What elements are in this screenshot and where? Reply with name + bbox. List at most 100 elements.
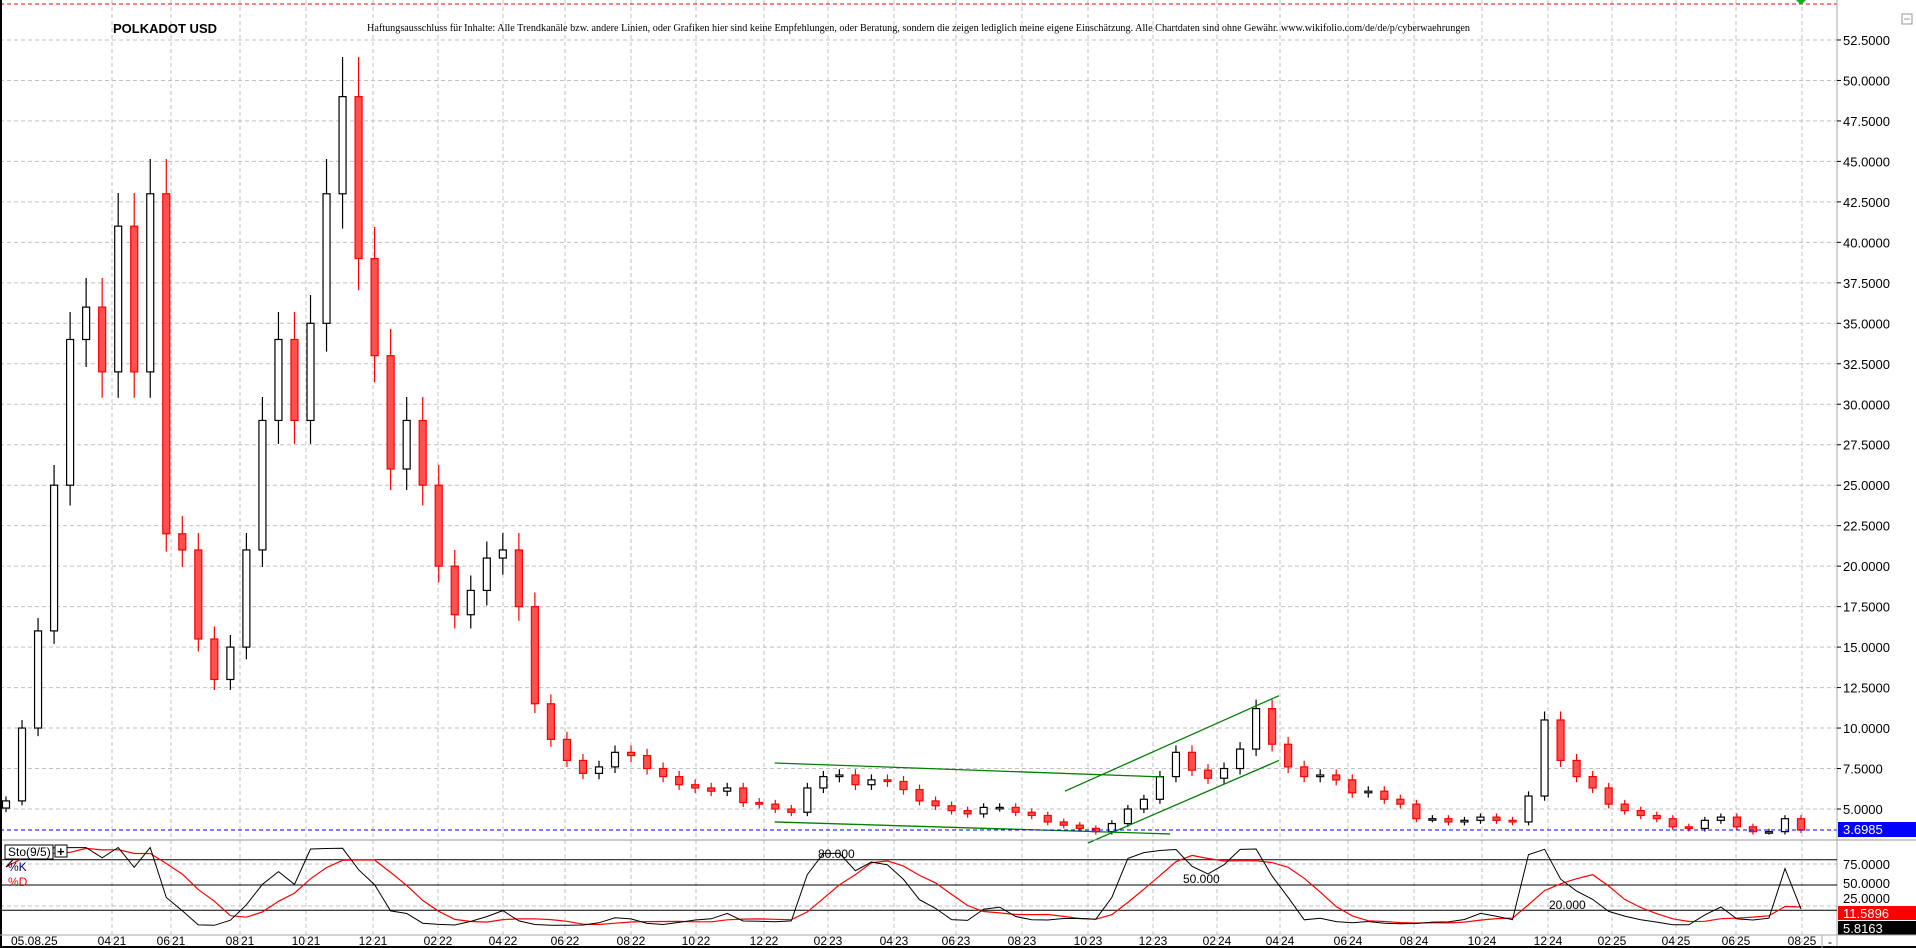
- x-first-label: 05.08.25: [11, 934, 58, 948]
- x-tick-label-year: 25: [1677, 934, 1691, 948]
- y-tick-label: 52.5000: [1843, 33, 1890, 48]
- candle-up: [1476, 816, 1485, 821]
- candle-down: [691, 784, 700, 789]
- candle-up: [1460, 819, 1469, 823]
- x-tick-label-year: 24: [1281, 934, 1295, 948]
- y-tick-label: 47.5000: [1843, 114, 1890, 129]
- scroll-marker[interactable]: -: [1828, 935, 1832, 948]
- candle-up: [1716, 816, 1725, 821]
- candle-up: [466, 589, 475, 616]
- candle-up: [610, 751, 620, 768]
- x-tick-label-year: 25: [1613, 934, 1627, 948]
- candle-up: [114, 225, 123, 373]
- grid-lines: [0, 0, 1837, 948]
- x-tick-label-year: 23: [895, 934, 909, 948]
- candle-down: [1732, 816, 1741, 828]
- candle-up: [835, 774, 844, 778]
- x-tick-label-year: 22: [566, 934, 580, 948]
- candle-down: [883, 779, 892, 783]
- x-tick-label-month: 06: [942, 934, 956, 948]
- x-tick-label-month: 04: [880, 934, 894, 948]
- candle-down: [707, 787, 716, 792]
- candle-down: [1572, 759, 1581, 778]
- indicator-name-box[interactable]: [4, 844, 54, 860]
- candle-up: [17, 727, 27, 802]
- candle-down: [434, 484, 443, 567]
- candle-up: [226, 646, 235, 681]
- trendline: [1064, 695, 1280, 792]
- y-tick-label: 27.5000: [1843, 438, 1890, 453]
- candle-up: [1524, 795, 1533, 823]
- x-tick-label-month: 04: [489, 934, 503, 948]
- x-tick-label-month: 02: [1203, 934, 1217, 948]
- candle-up: [402, 419, 411, 470]
- candle-down: [658, 767, 668, 778]
- candle-down: [562, 738, 572, 762]
- candle-down: [98, 306, 107, 373]
- candle-down: [130, 225, 139, 373]
- candle-down: [771, 803, 780, 810]
- y-tick-label: 25.0000: [1843, 478, 1890, 493]
- candle-up: [867, 779, 876, 786]
- candle-up: [482, 557, 491, 592]
- x-tick-label-year: 24: [1218, 934, 1232, 948]
- x-tick-label-month: 04: [1266, 934, 1280, 948]
- y-tick-label: 17.5000: [1843, 600, 1890, 615]
- candle-up: [33, 630, 43, 729]
- candle-down: [1492, 816, 1501, 821]
- indicator-add-button[interactable]: [54, 844, 68, 858]
- candle-down: [514, 549, 523, 608]
- sto-axis-25: 25.0000: [1843, 891, 1890, 906]
- x-tick-label-month: 12: [1534, 934, 1548, 948]
- candle-down: [530, 606, 539, 705]
- candle-up: [338, 96, 347, 195]
- y-tick-label: 42.5000: [1843, 195, 1890, 210]
- x-tick-label-year: 22: [765, 934, 779, 948]
- candle-down: [1027, 811, 1036, 817]
- candle-down: [1300, 766, 1309, 778]
- x-tick-label-month: 12: [750, 934, 764, 948]
- candle-up: [49, 484, 59, 632]
- candle-down: [1332, 774, 1341, 781]
- candle-up: [1123, 808, 1132, 825]
- indicator-name: Sto(9/5): [8, 845, 51, 859]
- trendline: [1087, 759, 1280, 844]
- candle-up: [1155, 776, 1165, 800]
- candle-up: [594, 766, 604, 774]
- y-tick-label: 35.0000: [1843, 316, 1890, 331]
- candle-up: [146, 193, 155, 373]
- candle-up: [274, 338, 283, 422]
- y-tick-label: 37.5000: [1843, 276, 1890, 291]
- candle-down: [386, 355, 395, 470]
- candle-down: [915, 788, 924, 802]
- candle-down: [178, 533, 187, 551]
- d-last-value: 11.5896: [1843, 906, 1889, 921]
- candle-down: [642, 754, 652, 770]
- candle-down: [1604, 787, 1613, 805]
- candle-up: [1219, 767, 1229, 779]
- candle-down: [1556, 719, 1565, 762]
- x-tick-label-month: 10: [682, 934, 696, 948]
- high-marker-icon: [1796, 0, 1806, 5]
- sto-axis-50: 50.0000: [1843, 876, 1890, 891]
- x-tick-label-month: 06: [157, 934, 171, 948]
- candle-down: [1620, 803, 1629, 812]
- d-legend: %D: [8, 875, 28, 889]
- candle-down: [290, 338, 299, 422]
- last-price-label: 3.6985: [1843, 822, 1883, 837]
- candle-down: [626, 751, 636, 757]
- x-tick-label-month: 10: [292, 934, 306, 948]
- candle-down: [1412, 803, 1421, 820]
- candle-down: [1444, 818, 1453, 823]
- y-tick-label: 7.5000: [1843, 762, 1883, 777]
- trendline: [774, 821, 1171, 835]
- x-tick-label-month: 12: [1139, 934, 1153, 948]
- stochastic-panel: [0, 846, 1837, 926]
- time-axis: 05.08.25 04 21 06 21 08 21 10 21 12 21 02 22 04 22 06 22…: [11, 934, 1817, 948]
- x-tick-label-month: 08: [1008, 934, 1022, 948]
- x-tick-label-month: 08: [1400, 934, 1414, 948]
- trendline: [774, 762, 1163, 778]
- x-tick-label-year: 23: [1154, 934, 1168, 948]
- x-tick-label-year: 24: [1483, 934, 1497, 948]
